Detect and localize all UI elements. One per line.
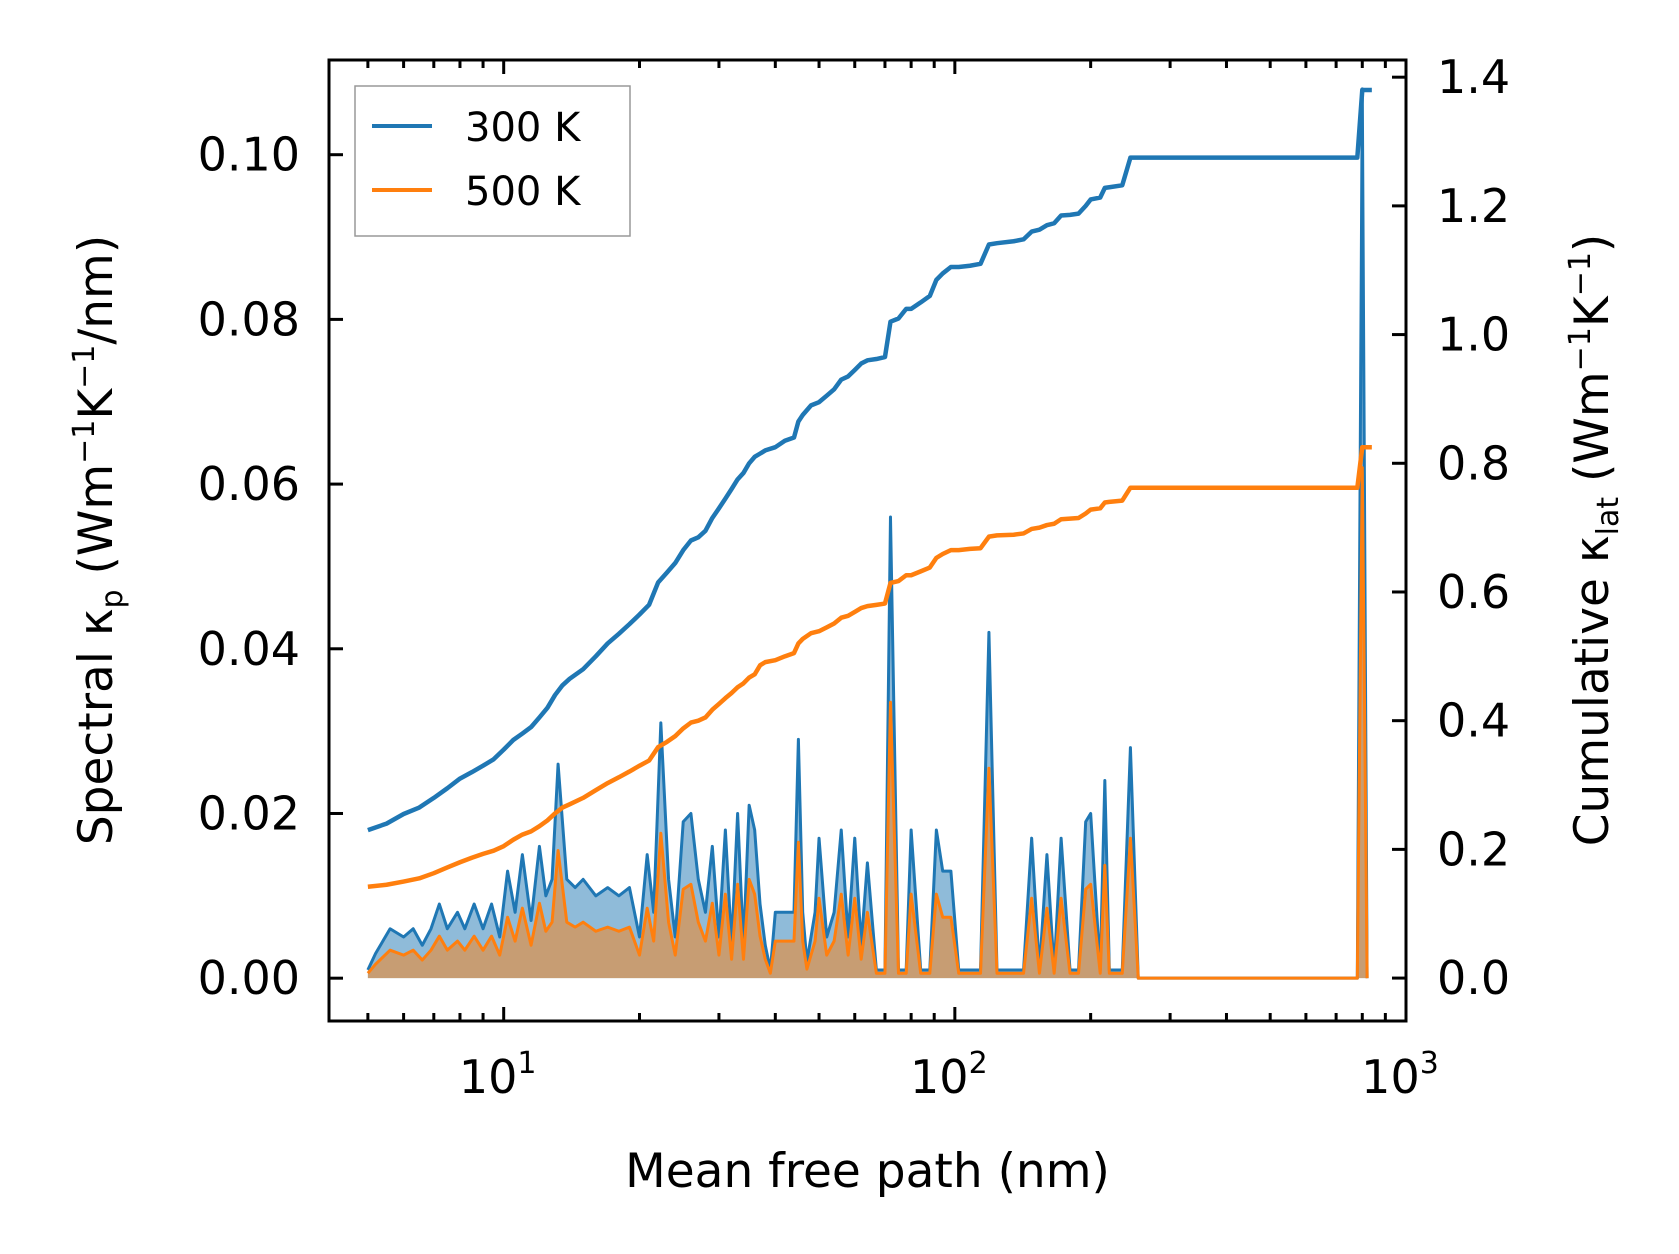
spectral-line-300k	[366, 87, 1369, 980]
x-tick-label: 103	[1361, 1046, 1439, 1104]
y-right-tick-label: 0.4	[1437, 694, 1510, 748]
spectral-fill-layer	[366, 87, 1369, 980]
y-left-tick-label: 0.02	[198, 786, 300, 840]
y-left-tick-label: 0.08	[198, 292, 300, 346]
y-right-tick-label: 0.0	[1437, 951, 1510, 1005]
line-layer	[367, 87, 1372, 889]
y-left-tick-label: 0.04	[198, 622, 300, 676]
y-right-tick-label: 0.2	[1437, 822, 1510, 876]
cumulative-line-300k	[367, 87, 1372, 833]
plot-frame	[327, 58, 1408, 1023]
y-right-tick-label: 0.8	[1437, 436, 1510, 490]
spectral-line-500k	[366, 466, 1369, 980]
y-right-tick-label: 1.0	[1437, 308, 1510, 362]
x-axis-label: Mean free path (nm)	[625, 1144, 1110, 1199]
y-left-tick-label: 0.00	[198, 951, 300, 1005]
y-right-tick-label: 1.4	[1437, 50, 1510, 104]
tick-layer: 101 102 103 0.00 0.02 0.04 0.06 0.08 0.10 0.0 0.2 0…	[198, 50, 1511, 1104]
y-left-tick-label: 0.10	[198, 128, 300, 182]
cumulative-line-500k	[367, 444, 1372, 889]
y-left-tick-label: 0.06	[198, 457, 300, 511]
legend-box	[354, 85, 631, 237]
y-right-tick-label: 1.2	[1437, 179, 1510, 233]
y-axis-label-right: Cumulative κlat (Wm−1K−1)	[1563, 234, 1626, 847]
legend: 300 K 500 K	[354, 85, 631, 237]
legend-label-300k: 300 K	[465, 105, 582, 151]
legend-label-500k: 500 K	[465, 169, 582, 215]
y-axis-label-left: Spectral κp (Wm−1K−1/nm)	[67, 235, 130, 845]
x-tick-label: 101	[459, 1046, 537, 1104]
y-right-tick-label: 0.6	[1437, 565, 1510, 619]
x-tick-label: 102	[910, 1046, 988, 1104]
